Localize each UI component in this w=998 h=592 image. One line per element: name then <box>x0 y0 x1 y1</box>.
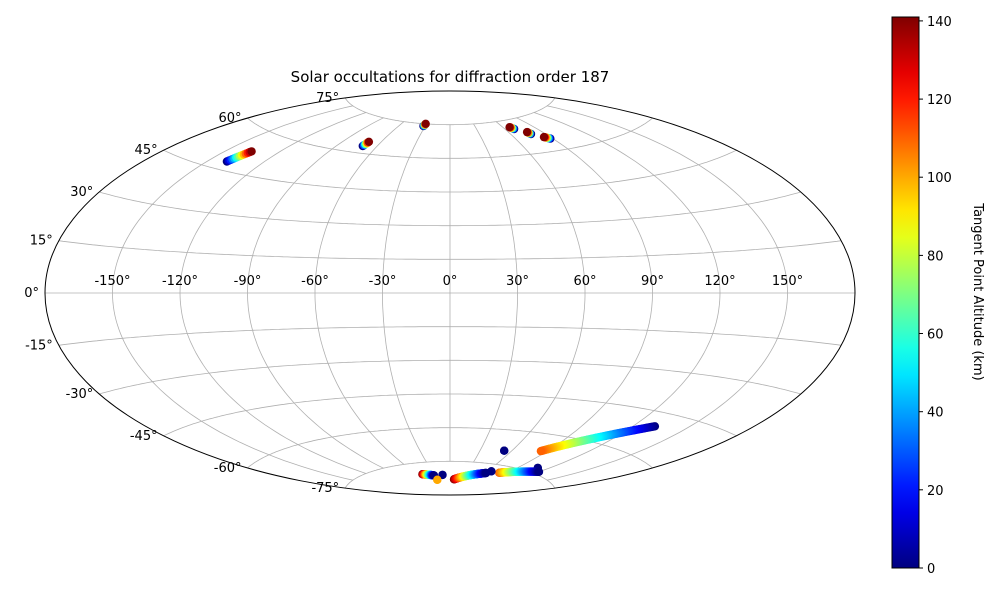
lat-tick-label: 45° <box>135 143 158 158</box>
colorbar-tick-label: 100 <box>927 171 952 186</box>
lat-tick-label: 15° <box>30 234 53 249</box>
meridian-gridline <box>382 123 427 463</box>
lon-tick-label: 90° <box>641 274 664 289</box>
lon-tick-label: -90° <box>234 274 262 289</box>
colorbar-tick-label: 20 <box>927 484 944 499</box>
colorbar-tick-label: 140 <box>927 15 952 30</box>
colorbar-label: Tangent Point Altitude (km) <box>970 202 985 380</box>
lat-tick-label: -30° <box>66 387 94 402</box>
lon-tick-label: 60° <box>573 274 596 289</box>
data-point <box>421 119 430 128</box>
meridian-gridline <box>473 123 518 463</box>
data-point <box>534 467 544 476</box>
data-point <box>536 446 546 456</box>
parallel-gridline <box>344 97 556 126</box>
lat-tick-label: -15° <box>25 338 53 353</box>
data-point <box>505 123 514 132</box>
data-point <box>364 137 374 146</box>
data-point <box>539 132 549 142</box>
meridian-gridline <box>516 117 653 469</box>
meridian-gridline <box>547 105 788 481</box>
lat-tick-label: -60° <box>214 461 242 476</box>
lat-tick-label: 30° <box>70 185 93 200</box>
chart-title: Solar occultations for diffraction order… <box>291 68 610 86</box>
colorbar-tick-label: 120 <box>927 93 952 108</box>
lon-tick-label: -30° <box>369 274 397 289</box>
map-boundary <box>44 90 856 496</box>
data-point <box>487 467 496 476</box>
data-point <box>500 446 509 455</box>
colorbar-tick-label: 60 <box>927 328 944 343</box>
colorbar-tick-label: 80 <box>927 249 944 264</box>
plot-area: -150° -120° -90° -60° -30° 0° 30° 60° 90° 120° 150… <box>24 90 856 496</box>
meridian-gridline <box>533 112 721 474</box>
colorbar-bar <box>891 16 920 569</box>
lat-tick-label: -45° <box>130 429 158 444</box>
colorbar: 0 20 40 60 80 100 120 140 Tangent Point Altitude… <box>891 15 985 577</box>
lon-tick-label: 120° <box>704 274 735 289</box>
meridian-gridline <box>179 112 367 474</box>
colorbar-tick-label: 40 <box>927 406 944 421</box>
data-point <box>522 127 532 137</box>
lon-tick-label: 150° <box>772 274 803 289</box>
data-point <box>247 147 256 156</box>
lon-tick-label: 30° <box>506 274 529 289</box>
lat-tick-label: 0° <box>24 286 39 301</box>
meridian-gridline <box>314 121 405 465</box>
lon-tick-label: 0° <box>443 274 458 289</box>
lon-tick-label: -60° <box>301 274 329 289</box>
meridian-gridline <box>112 105 353 481</box>
meridian-gridline <box>495 121 586 465</box>
lat-tick-label: -75° <box>311 481 339 496</box>
meridian-gridline <box>247 117 384 469</box>
lon-tick-label: -150° <box>94 274 130 289</box>
data-point <box>433 475 442 484</box>
colorbar-tick-label: 0 <box>927 562 935 577</box>
lat-tick-label: 60° <box>218 111 241 126</box>
lon-tick-label: -120° <box>162 274 198 289</box>
lat-tick-label: 75° <box>316 91 339 106</box>
